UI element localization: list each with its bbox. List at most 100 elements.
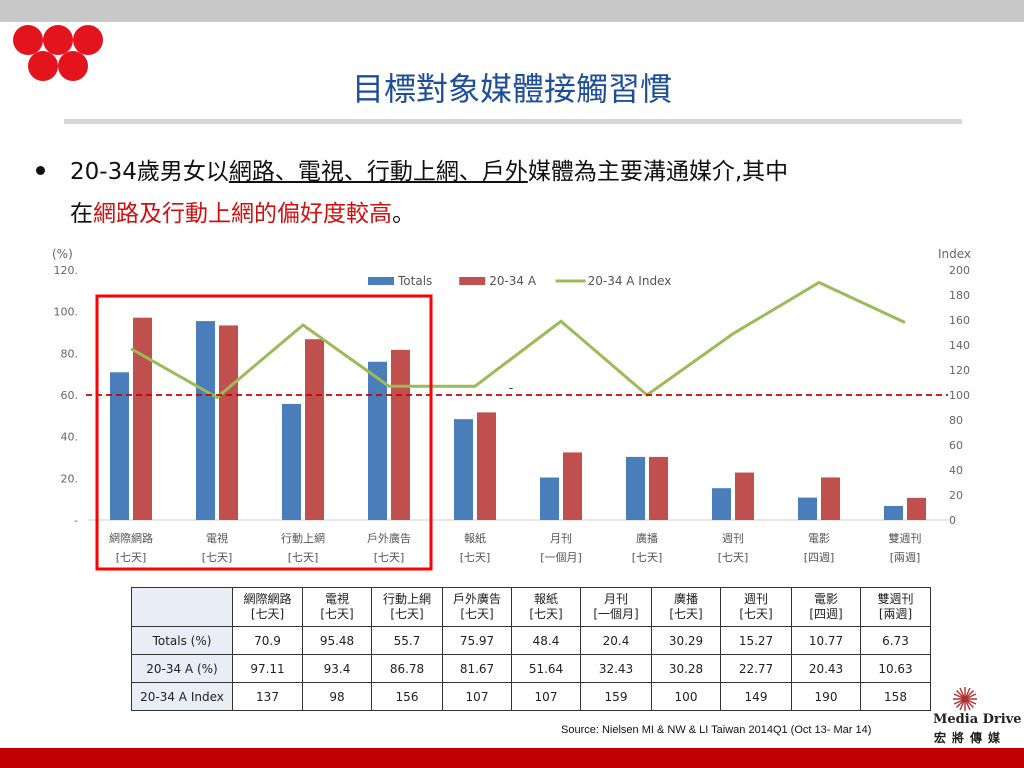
- x-tick-period-label: [七天]: [718, 551, 749, 564]
- bullet-text-end: 。: [392, 201, 415, 227]
- bullet-text-pre: 20-34歲男女以: [70, 159, 229, 185]
- table-header-cell: 電視 [七天]: [302, 587, 372, 627]
- x-tick-label: 電影: [808, 532, 830, 545]
- y-tick-left: 20.: [61, 472, 79, 485]
- bar-totals: [282, 403, 301, 520]
- table-cell: 81.67: [442, 654, 512, 683]
- table-cell: 86.78: [371, 654, 443, 683]
- x-tick-label: 月刊: [550, 532, 572, 545]
- table-cell: 22.77: [720, 654, 792, 683]
- table-header-period: [七天]: [390, 607, 424, 621]
- brand-sub: 宏將傳媒: [934, 731, 1007, 745]
- table-header-category: 週刊: [743, 592, 768, 606]
- table-cell: 6.73: [860, 626, 931, 655]
- table-cell: 95.48: [302, 626, 372, 655]
- logo-circle: [43, 25, 73, 55]
- table-header-period: [七天]: [460, 607, 494, 621]
- x-tick-label: 網際網路: [109, 531, 153, 545]
- table-header-cell: 廣播 [七天]: [651, 587, 721, 627]
- table-row: 20-34 A (%) 97.11 93.4 86.78 81.67 51.64 32.43…: [131, 654, 931, 683]
- slide-title: 目標對象媒體接觸習慣: [351, 70, 672, 108]
- x-tick-period-label: [七天]: [374, 551, 405, 564]
- bullet-line-1: 20-34歲男女以網路、電視、行動上網、戶外媒體為主要溝通媒介,其中: [70, 152, 788, 186]
- table-cell: 98: [302, 682, 372, 711]
- bar-totals: [712, 488, 731, 520]
- table-header-category: 戶外廣告: [452, 592, 501, 606]
- table-cell: 48.4: [511, 626, 581, 655]
- table-header-cell: 網際網路 [七天]: [232, 587, 303, 627]
- media-chart: (%) Index - 20. 40. 60. 80. 100. 120. 0 20 40 60 80 10…: [52, 247, 971, 571]
- table-header-category: 雙週刊: [877, 592, 914, 606]
- y-tick-right: 80: [949, 414, 963, 427]
- table-cell: 190: [791, 682, 861, 711]
- table-header-cell: 電影 [四週]: [791, 587, 861, 627]
- table-cell: 100: [651, 682, 721, 711]
- table-header-category: 報紙: [533, 592, 558, 606]
- table-header-period: [七天]: [669, 607, 703, 621]
- table-header-period: [四週]: [809, 607, 843, 621]
- media-drive-logo-icon: [953, 687, 977, 711]
- bar-totals: [626, 456, 645, 520]
- bottom-bar: [0, 748, 1024, 768]
- table-header-category: 廣播: [673, 592, 698, 606]
- bar-totals: [196, 321, 215, 520]
- table-cell: 75.97: [442, 626, 512, 655]
- table-cell: 93.4: [302, 654, 372, 683]
- y-tick-left: 120.: [54, 264, 79, 277]
- table-header-category: 電影: [813, 592, 838, 606]
- bullet-text-mid: 媒體為主要溝通媒介,其中: [527, 159, 789, 185]
- legend-swatch: [459, 277, 486, 285]
- bar-20-34a: [133, 317, 152, 520]
- bar-20-34a: [649, 456, 668, 520]
- table-header-period: [七天]: [250, 607, 285, 621]
- x-tick-label: 行動上網: [281, 531, 325, 545]
- table-cell: 20.43: [791, 654, 861, 683]
- table-cell: 15.27: [720, 626, 792, 655]
- x-tick-period-label: [七天]: [202, 551, 233, 564]
- index-line: [130, 280, 906, 400]
- table-header-cell: 週刊 [七天]: [720, 587, 792, 627]
- table-cell: 10.77: [791, 626, 861, 655]
- bar-totals: [884, 505, 903, 520]
- y-tick-left: 60.: [61, 389, 79, 402]
- x-tick-label: 廣播: [636, 531, 658, 545]
- logo-circle: [58, 51, 88, 81]
- table-cell: 20.4: [580, 626, 652, 655]
- x-tick-period-label: [七天]: [116, 551, 147, 564]
- y-axis-right-title: Index: [938, 247, 971, 261]
- table-header-period: [七天]: [320, 607, 354, 621]
- bar-totals: [368, 361, 387, 520]
- y-tick-right: 140: [949, 339, 970, 352]
- highlight-box: [95, 294, 433, 571]
- table-cell: 70.9: [232, 626, 303, 655]
- y-tick-left: 40.: [61, 431, 79, 444]
- bar-20-34a: [305, 339, 324, 520]
- table-header-category: 電視: [324, 592, 349, 606]
- legend-swatch: [368, 277, 394, 285]
- logo-circle: [13, 25, 43, 55]
- table-header-cell: 雙週刊 [兩週]: [860, 587, 931, 627]
- x-tick-period-label: [七天]: [288, 551, 319, 564]
- y-tick-right: 20: [949, 489, 963, 502]
- table-cell: 55.7: [371, 626, 443, 655]
- table-row-label: 20-34 A Index: [131, 682, 233, 711]
- bar-totals: [540, 477, 559, 520]
- table-header-row: 網際網路 [七天] 電視 [七天] 行動上網 [七天] 戶外廣告 [七天] 報紙 [七天] 月刊 [一…: [131, 587, 931, 627]
- x-tick-period-label: [七天]: [460, 551, 491, 564]
- y-tick-right: 180: [949, 289, 970, 302]
- table-header-cell: 戶外廣告 [七天]: [442, 587, 512, 627]
- table-cell: 30.28: [651, 654, 721, 683]
- bar-totals: [798, 497, 817, 520]
- bar-20-34a: [477, 412, 496, 520]
- logo-circle: [73, 25, 103, 55]
- table-cell: 159: [580, 682, 652, 711]
- table-header-period: [兩週]: [878, 607, 913, 621]
- table-row: Totals (%) 70.9 95.48 55.7 75.97 48.4 20.4 30.2…: [131, 626, 931, 655]
- table-header-category: 網際網路: [243, 592, 292, 606]
- x-tick-label: 雙週刊: [889, 532, 922, 545]
- table-cell: 156: [371, 682, 443, 711]
- bullet-dot: [36, 166, 45, 175]
- table-cell: 158: [860, 682, 931, 711]
- table-header-cell: 月刊 [一個月]: [580, 587, 652, 627]
- bullet-line-2: 在網路及行動上網的偏好度較高。: [70, 194, 415, 228]
